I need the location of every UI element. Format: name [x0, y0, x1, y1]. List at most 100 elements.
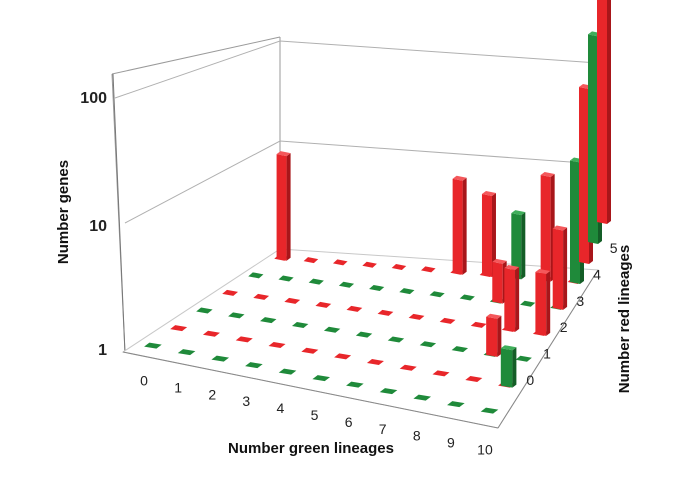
floor-marker	[170, 325, 188, 332]
floor-marker	[338, 281, 355, 288]
red-bar	[552, 225, 568, 310]
floor-marker	[334, 353, 352, 360]
green-bar	[500, 345, 517, 388]
z-tick-label: 10	[89, 218, 107, 235]
x-tick-label: 5	[311, 407, 319, 423]
grid-line	[114, 40, 599, 99]
floor-marker	[268, 342, 286, 349]
floor-marker	[245, 362, 263, 369]
z-axis-line	[112, 73, 126, 354]
x-axis-title: Number green lineages	[228, 440, 394, 457]
red-bar	[486, 313, 502, 357]
floor-marker	[413, 394, 431, 401]
floor-marker	[420, 266, 436, 273]
grid-line	[124, 140, 599, 224]
x-tick-label: 9	[447, 435, 455, 451]
z-tick-label: 100	[80, 90, 107, 107]
x-tick-label: 4	[277, 400, 285, 416]
floor-marker	[211, 355, 230, 362]
chart-floor	[121, 248, 599, 429]
y-tick-label: 3	[576, 293, 584, 309]
floor-marker	[202, 330, 220, 337]
x-tick-label: 10	[477, 442, 493, 458]
floor-marker	[355, 331, 373, 338]
floor-marker	[459, 294, 475, 301]
floor-marker	[144, 342, 162, 349]
red-bar	[276, 151, 291, 261]
floor-marker	[362, 261, 377, 268]
z-tick-label: 1	[98, 342, 107, 359]
floor-marker	[520, 300, 536, 307]
y-tick-label: 5	[610, 240, 618, 256]
floor-marker	[196, 307, 213, 314]
y-axis-line	[497, 269, 599, 429]
red-bar	[535, 269, 551, 336]
floor-marker	[222, 289, 239, 296]
floor-marker	[399, 364, 417, 371]
x-tick-label: 3	[242, 393, 250, 409]
floor-marker	[451, 346, 469, 353]
x-tick-label: 1	[174, 379, 182, 395]
floor-marker	[253, 293, 270, 300]
floor-marker	[228, 312, 245, 319]
floor-plane	[121, 248, 599, 429]
floor-marker	[303, 257, 319, 264]
chart-bars	[276, 0, 611, 388]
red-bar	[596, 0, 611, 225]
floor-marker	[391, 264, 407, 271]
y-axis-title: Number red lineages	[616, 245, 633, 393]
floor-marker	[399, 288, 415, 295]
chart-walls: 1 10 100	[80, 36, 599, 359]
floor-marker	[260, 317, 277, 324]
floor-marker	[248, 272, 264, 279]
floor-marker	[480, 407, 499, 414]
floor-marker	[377, 309, 394, 316]
floor-marker	[308, 278, 324, 285]
red-bar	[452, 175, 467, 275]
x-tick-label: 7	[379, 421, 387, 437]
floor-marker	[379, 388, 398, 395]
floor-marker	[278, 275, 294, 282]
y-tick-label: 4	[593, 267, 601, 283]
green-bar	[511, 210, 526, 280]
floor-marker	[429, 291, 445, 298]
floor-marker	[235, 336, 253, 343]
floor-marker	[312, 375, 331, 382]
x-tick-label: 8	[413, 428, 421, 444]
z-axis-title: Number genes	[55, 160, 72, 264]
floor-marker	[470, 321, 487, 328]
floor-marker	[284, 297, 301, 304]
floor-marker	[465, 376, 483, 383]
floor-marker	[515, 355, 532, 362]
x-axis-line	[122, 351, 499, 429]
floor-marker	[408, 313, 425, 320]
floor-marker	[447, 401, 465, 408]
floor-marker	[315, 301, 332, 308]
floor-marker	[369, 284, 385, 291]
y-tick-label: 2	[560, 319, 568, 335]
floor-marker	[346, 305, 363, 312]
floor-marker	[291, 321, 309, 328]
x-tick-label: 2	[208, 386, 216, 402]
y-tick-label: 0	[526, 372, 534, 388]
x-tick-label: 0	[140, 372, 148, 388]
floor-marker	[346, 381, 364, 388]
floor-marker	[419, 341, 437, 348]
floor-marker	[177, 349, 196, 356]
red-bar	[481, 191, 496, 278]
x-tick-label: 6	[345, 414, 353, 430]
floor-marker	[323, 326, 341, 333]
floor-marker	[387, 336, 405, 343]
floor-marker	[439, 317, 456, 324]
red-bar	[540, 172, 555, 282]
wall-edge	[111, 36, 281, 75]
floor-marker	[366, 359, 384, 366]
floor-marker	[432, 370, 450, 377]
floor-marker	[301, 347, 319, 354]
red-bar	[504, 265, 520, 332]
floor-marker	[278, 368, 297, 375]
y-tick-label: 1	[543, 346, 551, 362]
floor-marker	[332, 259, 348, 266]
